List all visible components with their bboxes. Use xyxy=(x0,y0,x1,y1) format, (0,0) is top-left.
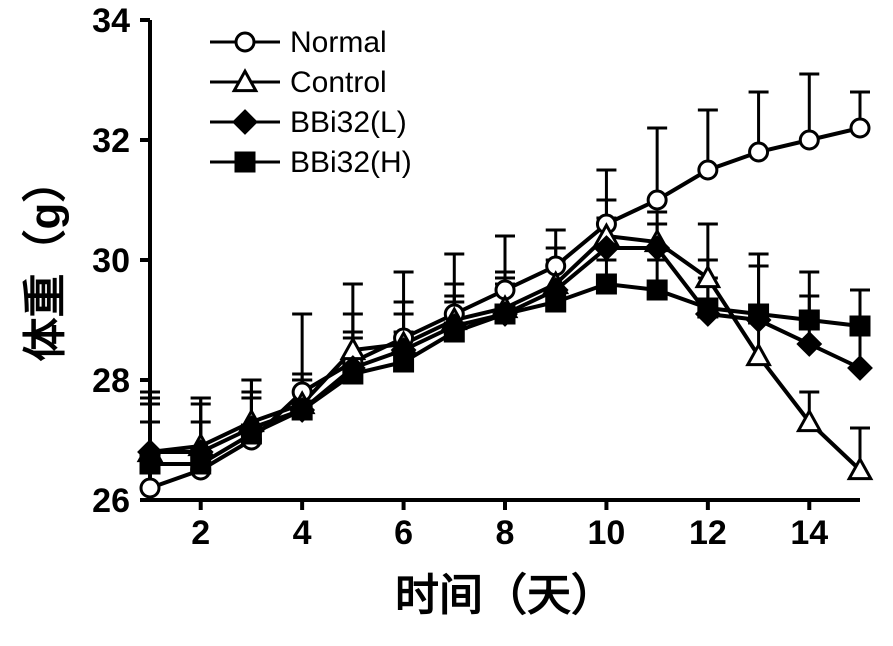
bodyweight-chart: 26 28 30 32 34 2 4 6 8 10 12 14 体重（g） 时间（天） Normal Cont… xyxy=(0,0,893,646)
marker-square-filled xyxy=(800,311,818,329)
x-tick-label: 8 xyxy=(496,514,515,552)
marker-square-filled xyxy=(648,281,666,299)
marker-square-filled xyxy=(141,455,159,473)
y-tick-label: 26 xyxy=(92,482,130,520)
marker-circle-open xyxy=(236,33,254,51)
marker-square-filled xyxy=(395,353,413,371)
marker-square-filled xyxy=(851,317,869,335)
legend-label-bbi32l: BBi32(L) xyxy=(290,106,407,139)
x-axis-title: 时间（天） xyxy=(395,571,615,620)
marker-square-filled xyxy=(293,401,311,419)
x-tick-label: 14 xyxy=(790,514,828,552)
marker-square-filled xyxy=(547,293,565,311)
marker-circle-open xyxy=(699,161,717,179)
marker-square-filled xyxy=(242,425,260,443)
marker-diamond-filled xyxy=(798,333,820,355)
x-tick-label: 2 xyxy=(191,514,210,552)
marker-square-filled xyxy=(236,153,254,171)
x-tick-label: 10 xyxy=(588,514,626,552)
y-tick-label: 30 xyxy=(92,242,130,280)
marker-circle-open xyxy=(851,119,869,137)
marker-diamond-filled xyxy=(234,111,256,133)
marker-diamond-filled xyxy=(849,357,871,379)
chart-container: 26 28 30 32 34 2 4 6 8 10 12 14 体重（g） 时间（天） Normal Cont… xyxy=(0,0,893,646)
legend-label-control: Control xyxy=(290,66,387,99)
marker-square-filled xyxy=(750,305,768,323)
marker-circle-open xyxy=(750,143,768,161)
marker-square-filled xyxy=(597,275,615,293)
x-tick-label: 12 xyxy=(689,514,727,552)
marker-square-filled xyxy=(699,299,717,317)
marker-square-filled xyxy=(496,305,514,323)
marker-triangle-open xyxy=(748,345,770,364)
y-tick-label: 32 xyxy=(92,122,130,160)
marker-square-filled xyxy=(344,365,362,383)
marker-circle-open xyxy=(648,191,666,209)
legend-label-bbi32h: BBi32(H) xyxy=(290,146,412,179)
y-tick-label: 28 xyxy=(92,362,130,400)
x-tick-label: 6 xyxy=(394,514,413,552)
y-tick-label: 34 xyxy=(92,2,130,40)
y-axis-title: 体重（g） xyxy=(21,159,70,362)
marker-square-filled xyxy=(445,323,463,341)
x-tick-label: 4 xyxy=(293,514,312,552)
marker-circle-open xyxy=(800,131,818,149)
marker-circle-open xyxy=(141,479,159,497)
marker-square-filled xyxy=(192,455,210,473)
legend-label-normal: Normal xyxy=(290,26,387,59)
